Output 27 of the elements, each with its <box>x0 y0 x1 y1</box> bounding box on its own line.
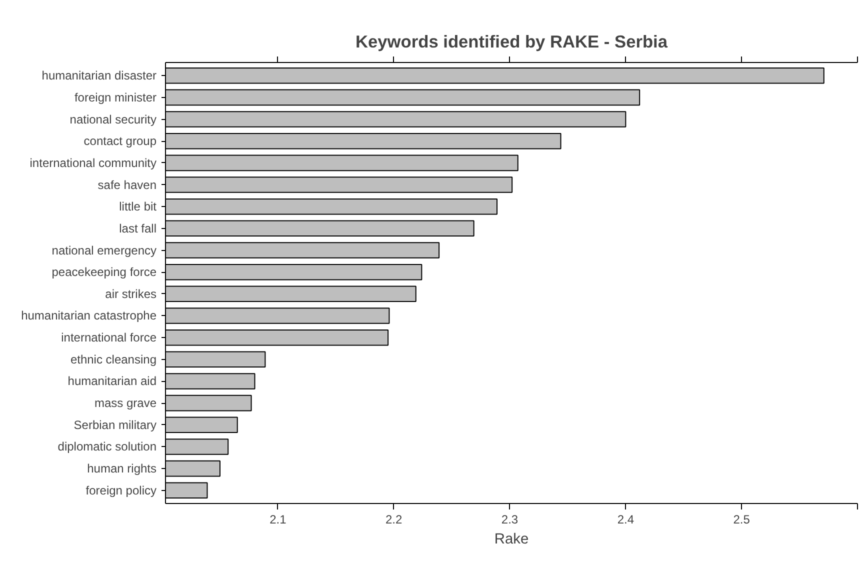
y-tick-label: humanitarian aid <box>68 374 157 388</box>
x-tick-label: 2.3 <box>501 512 518 526</box>
y-tick-label: national security <box>70 112 157 126</box>
y-tick-label: foreign policy <box>86 483 157 498</box>
chart-title: Keywords identified by RAKE - Serbia <box>356 32 668 52</box>
y-tick-label: Serbian military <box>74 418 157 432</box>
y-tick-label: air strikes <box>105 286 157 301</box>
y-tick-label: international community <box>30 156 157 170</box>
x-axis-title: Rake <box>494 532 529 548</box>
y-tick-label: human rights <box>87 462 157 476</box>
y-tick-label: little bit <box>119 200 158 214</box>
y-tick-label: peacekeeping force <box>52 265 157 280</box>
x-tick-label: 2.4 <box>617 512 634 526</box>
y-tick-label: contact group <box>84 134 157 148</box>
y-tick-label: national emergency <box>52 243 157 258</box>
y-tick-label: safe haven <box>98 178 157 192</box>
x-tick-label: 2.5 <box>733 512 750 526</box>
y-tick-label: last fall <box>119 221 157 236</box>
y-tick-label: diplomatic solution <box>58 440 156 454</box>
y-tick-label: international force <box>61 330 157 345</box>
x-tick-label: 2.1 <box>270 512 287 526</box>
y-tick-label: humanitarian catastrophe <box>21 308 157 323</box>
x-tick-label: 2.2 <box>386 512 403 526</box>
y-tick-label: foreign minister <box>74 90 157 104</box>
y-tick-label: mass grave <box>94 396 157 410</box>
y-tick-label: humanitarian disaster <box>42 68 157 83</box>
y-tick-label: ethnic cleansing <box>70 352 157 366</box>
